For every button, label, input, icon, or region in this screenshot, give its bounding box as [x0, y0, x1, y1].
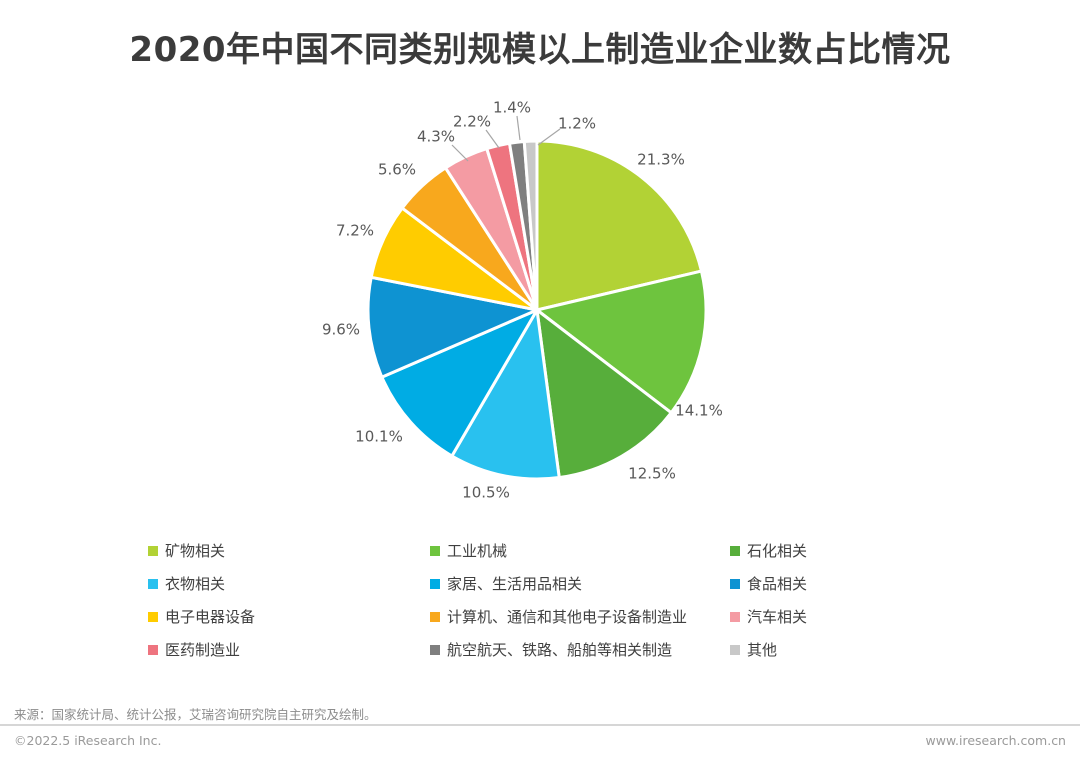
pie-value-label-2: 12.5% [628, 465, 676, 483]
legend-swatch-icon [430, 644, 440, 655]
legend-item-7: 计算机、通信和其他电子设备制造业 [430, 606, 730, 627]
page-title: 2020年中国不同类别规模以上制造业企业数占比情况 [129, 30, 951, 70]
legend-swatch-icon [430, 578, 440, 589]
legend-label: 其他 [747, 641, 778, 659]
copyright-text: ©2022.5 iResearch Inc. [14, 733, 162, 748]
pie-value-label-6: 7.2% [336, 222, 374, 240]
legend-label: 石化相关 [747, 542, 808, 560]
pie-slice-0 [535, 139, 703, 312]
pie-slice-1 [535, 269, 708, 415]
legend-item-2: 石化相关 [730, 540, 950, 561]
chart-legend: 矿物相关 工业机械 石化相关衣物相关 家居、生活用品相关 食品相关电子电器设备 计算机、通… [148, 534, 950, 666]
pie-slice-11 [522, 139, 539, 312]
legend-swatch-icon [148, 611, 158, 622]
label-leader-line-9 [485, 129, 500, 149]
website-link: www.iresearch.com.cn [925, 733, 1067, 748]
pie-slice-4 [380, 308, 539, 458]
pie-slice-3 [450, 308, 561, 481]
legend-swatch-icon [730, 644, 740, 655]
label-leader-line-10 [516, 115, 521, 141]
legend-label: 汽车相关 [747, 608, 808, 626]
legend-item-10: 航空航天、铁路、船舶等相关制造 [430, 639, 730, 660]
legend-item-9: 医药制造业 [148, 639, 430, 660]
legend-label: 工业机械 [447, 542, 508, 560]
legend-label: 家居、生活用品相关 [447, 575, 583, 593]
legend-swatch-icon [148, 578, 158, 589]
source-note: 来源：国家统计局、统计公报，艾瑞咨询研究院自主研究及绘制。 [14, 707, 377, 722]
legend-label: 计算机、通信和其他电子设备制造业 [447, 608, 688, 626]
legend-item-3: 衣物相关 [148, 573, 430, 594]
footer-divider [0, 724, 1080, 726]
pie-value-label-8: 4.3% [417, 128, 455, 146]
pie-value-label-0: 21.3% [637, 151, 685, 169]
legend-item-6: 电子电器设备 [148, 606, 430, 627]
legend-swatch-icon [430, 611, 440, 622]
legend-label: 食品相关 [747, 575, 808, 593]
legend-label: 电子电器设备 [165, 608, 256, 626]
legend-swatch-icon [730, 578, 740, 589]
label-leader-line-8 [451, 144, 469, 162]
pie-value-label-4: 10.1% [355, 428, 403, 446]
legend-item-1: 工业机械 [430, 540, 730, 561]
pie-value-label-9: 2.2% [453, 113, 491, 131]
label-leader-line-11 [537, 128, 561, 146]
legend-swatch-icon [430, 545, 440, 556]
pie-value-label-10: 1.4% [493, 99, 531, 117]
legend-label: 医药制造业 [165, 641, 241, 659]
legend-swatch-icon [148, 644, 158, 655]
legend-label: 衣物相关 [165, 575, 226, 593]
legend-item-8: 汽车相关 [730, 606, 950, 627]
legend-item-0: 矿物相关 [148, 540, 430, 561]
pie-value-label-3: 10.5% [462, 484, 510, 502]
pie-value-label-11: 1.2% [558, 115, 596, 133]
pie-value-label-1: 14.1% [675, 402, 723, 420]
legend-label: 航空航天、铁路、船舶等相关制造 [447, 641, 673, 659]
pie-slice-2 [535, 308, 673, 480]
legend-item-11: 其他 [730, 639, 950, 660]
legend-item-5: 食品相关 [730, 573, 950, 594]
pie-value-label-7: 5.6% [378, 161, 416, 179]
legend-swatch-icon [730, 611, 740, 622]
legend-item-4: 家居、生活用品相关 [430, 573, 730, 594]
pie-value-label-5: 9.6% [322, 321, 360, 339]
legend-swatch-icon [148, 545, 158, 556]
legend-swatch-icon [730, 545, 740, 556]
legend-label: 矿物相关 [165, 542, 226, 560]
